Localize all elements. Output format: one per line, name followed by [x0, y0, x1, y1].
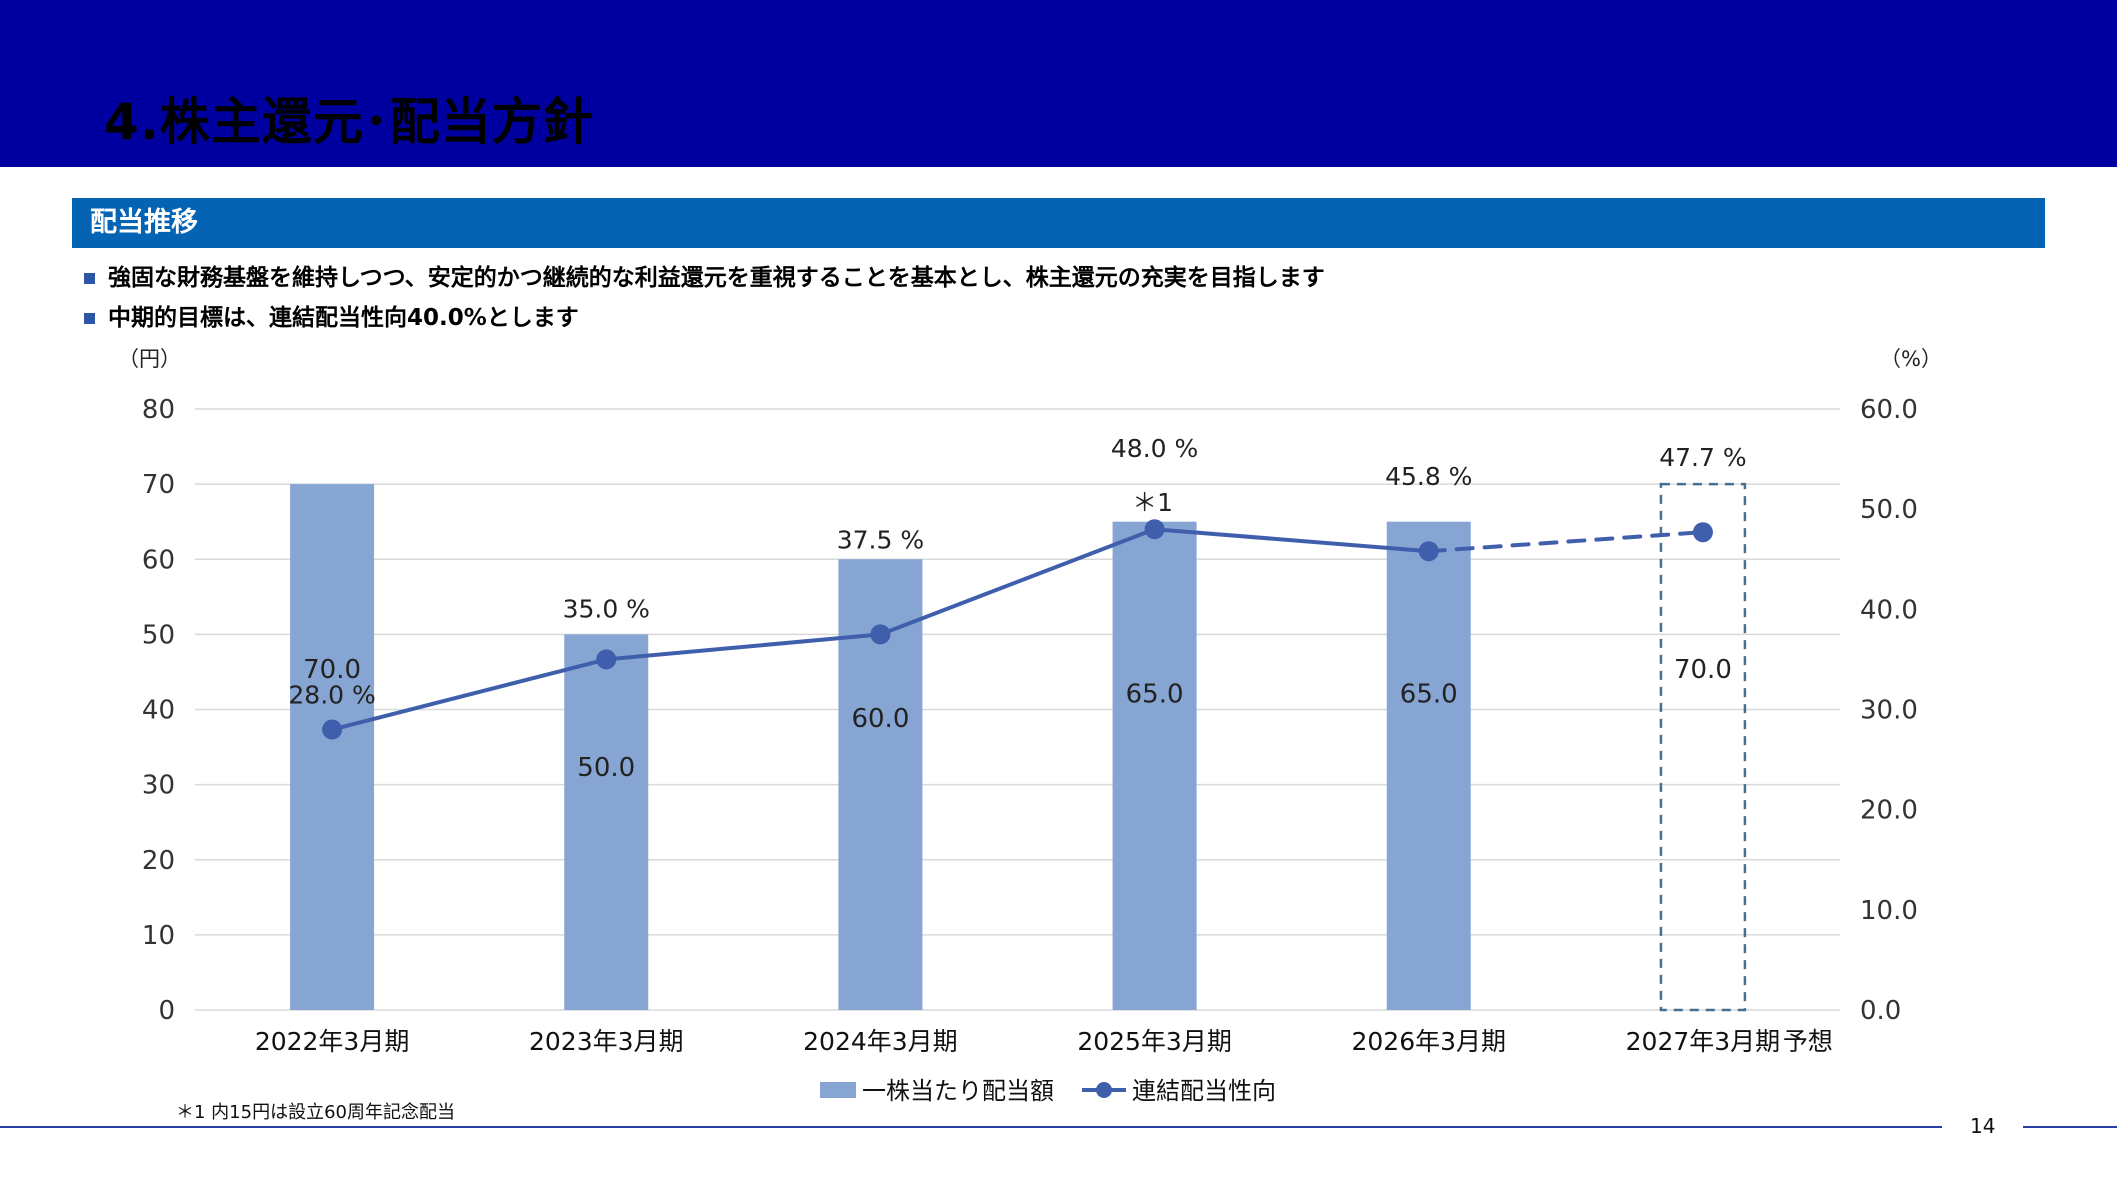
payout-ratio-label: 48.0 % — [1111, 434, 1198, 463]
page-title: 4.株主還元･配当方針 — [104, 93, 594, 151]
square-bullet-icon — [84, 273, 95, 284]
bar-value-label: 70.0 — [303, 655, 361, 685]
payout-ratio-label: 45.8 % — [1385, 462, 1472, 491]
forecast-label: 予想 — [1783, 1027, 1833, 1056]
y-left-tick-label: 70 — [142, 470, 175, 500]
bar — [1386, 521, 1471, 1010]
bar-value-label: 60.0 — [851, 704, 909, 734]
bar-value-label: 65.0 — [1126, 680, 1184, 710]
bar-value-label: 65.0 — [1400, 680, 1458, 710]
x-category-label: 2027年3月期 — [1626, 1027, 1781, 1056]
y-right-tick-label: 60.0 — [1860, 395, 1918, 425]
payout-ratio-line-segment — [604, 632, 883, 662]
footer-line — [0, 1126, 1942, 1128]
payout-ratio-line-segment — [1152, 527, 1431, 554]
legend-line-marker — [1096, 1082, 1112, 1098]
payout-ratio-line-segment — [1426, 530, 1705, 554]
y-left-tick-label: 80 — [142, 395, 175, 425]
y-right-tick-label: 0.0 — [1860, 996, 1901, 1026]
payout-ratio-point — [596, 649, 617, 670]
section-bar: 配当推移 — [72, 198, 2045, 248]
x-category-label: 2023年3月期 — [529, 1027, 684, 1056]
payout-ratio-point — [1144, 519, 1165, 540]
legend-bar-label: 一株当たり配当額 — [862, 1077, 1054, 1105]
y-left-tick-label: 40 — [142, 696, 175, 726]
bullet-list: 強固な財務基盤を維持しつつ、安定的かつ継続的な利益還元を重視することを基本とし、… — [84, 258, 1325, 338]
payout-ratio-label: 35.0 % — [563, 594, 650, 623]
x-category-label: 2025年3月期 — [1077, 1027, 1232, 1056]
y-left-tick-label: 30 — [142, 771, 175, 801]
y-left-tick-label: 20 — [142, 846, 175, 876]
y-right-axis-label: （%） — [1880, 347, 1942, 371]
annotation-label: ＊1 — [1132, 488, 1173, 517]
payout-ratio-line-segment — [878, 527, 1157, 637]
payout-ratio-point — [870, 624, 891, 645]
y-right-tick-label: 50.0 — [1860, 495, 1918, 525]
footer-line — [2023, 1126, 2117, 1128]
bullet-text: 強固な財務基盤を維持しつつ、安定的かつ継続的な利益還元を重視することを基本とし、… — [108, 265, 1325, 291]
square-bullet-icon — [84, 313, 95, 324]
bar-value-label: 50.0 — [577, 753, 635, 783]
legend-line-label: 連結配当性向 — [1132, 1077, 1276, 1105]
y-left-tick-label: 50 — [142, 620, 175, 650]
header-band — [0, 0, 2117, 167]
bar-value-label: 70.0 — [1674, 655, 1732, 685]
payout-ratio-point — [322, 719, 343, 740]
y-left-axis-label: （円） — [118, 347, 181, 371]
y-right-tick-label: 20.0 — [1860, 796, 1918, 826]
x-category-label: 2022年3月期 — [255, 1027, 410, 1056]
y-right-tick-label: 40.0 — [1860, 595, 1918, 625]
y-left-tick-label: 10 — [142, 921, 175, 951]
y-left-tick-label: 60 — [142, 545, 175, 575]
payout-ratio-label: 37.5 % — [837, 525, 924, 554]
bar — [564, 634, 649, 1010]
page-number: 14 — [1970, 1114, 1996, 1138]
payout-ratio-point — [1418, 541, 1439, 562]
y-right-tick-label: 10.0 — [1860, 896, 1918, 926]
payout-ratio-line-segment — [330, 657, 609, 732]
y-left-tick-label: 0 — [158, 996, 175, 1026]
bar — [1112, 521, 1197, 1010]
legend-bar-swatch — [820, 1082, 856, 1098]
x-category-label: 2024年3月期 — [803, 1027, 958, 1056]
bullet-item: 強固な財務基盤を維持しつつ、安定的かつ継続的な利益還元を重視することを基本とし、… — [84, 258, 1325, 298]
section-title: 配当推移 — [90, 207, 198, 238]
y-right-tick-label: 30.0 — [1860, 696, 1918, 726]
payout-ratio-label: 28.0 % — [288, 681, 375, 710]
bullet-text: 中期的目標は、連結配当性向40.0%とします — [108, 305, 579, 331]
footnote: ＊1 内15円は設立60周年記念配当 — [176, 1102, 455, 1123]
bullet-item: 中期的目標は、連結配当性向40.0%とします — [84, 298, 1325, 338]
bar — [290, 484, 375, 1010]
x-category-label: 2026年3月期 — [1351, 1027, 1506, 1056]
payout-ratio-point — [1692, 522, 1713, 543]
payout-ratio-label: 47.7 % — [1659, 443, 1746, 472]
forecast-bar-outline — [1659, 482, 1747, 1012]
